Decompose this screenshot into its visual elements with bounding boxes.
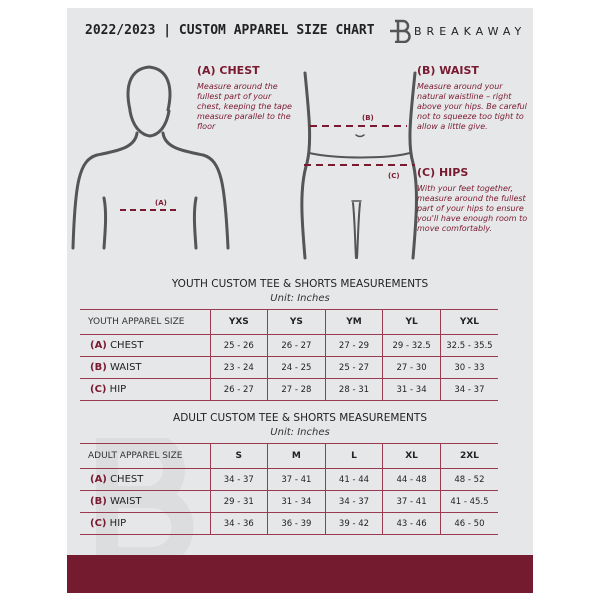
table-cell: 27 - 28 [267, 378, 326, 401]
table-row: (B) WAIST 23 - 24 24 - 25 25 - 27 27 - 30 30… [80, 356, 498, 379]
table-cell: 24 - 25 [267, 356, 326, 379]
youth-table-title: YOUTH CUSTOM TEE & SHORTS MEASUREMENTS [171, 278, 429, 290]
table-cell: 31 - 34 [382, 378, 441, 401]
size-header: M [267, 443, 326, 469]
hips-description: With your feet together, measure around … [417, 184, 528, 233]
brand-name: BREAKAWAY [414, 25, 527, 38]
header-label: ADULT APPAREL SIZE [80, 443, 210, 469]
chest-marker: (A) [155, 199, 167, 207]
adult-size-table: ADULT APPAREL SIZE S M L XL 2XL (A) CHEST 34… [80, 443, 498, 535]
table-cell: 48 - 52 [439, 468, 498, 491]
table-cell: 44 - 48 [382, 468, 441, 491]
size-header: YXS [209, 309, 268, 335]
table-cell: 26 - 27 [209, 378, 268, 401]
table-cell: 25 - 27 [324, 356, 383, 379]
hip-marker: (C) [388, 172, 400, 180]
row-label: (C) HIP [80, 378, 210, 401]
table-cell: 27 - 29 [324, 334, 383, 357]
table-cell: 34 - 37 [324, 490, 383, 513]
table-cell: 25 - 26 [209, 334, 268, 357]
size-header: YM [324, 309, 383, 335]
lower-body-icon [300, 71, 418, 260]
row-label: (A) CHEST [80, 334, 210, 357]
table-cell: 37 - 41 [267, 468, 326, 491]
size-header: S [209, 443, 268, 469]
table-cell: 39 - 42 [324, 512, 383, 535]
table-cell: 41 - 45.5 [439, 490, 498, 513]
table-cell: 28 - 31 [324, 378, 383, 401]
adult-table-title: ADULT CUSTOM TEE & SHORTS MEASUREMENTS [173, 412, 427, 424]
size-header: 2XL [439, 443, 498, 469]
page-title: 2022/2023 | CUSTOM APPAREL SIZE CHART [85, 23, 375, 38]
chest-heading: (A) CHEST [197, 64, 260, 77]
table-cell: 23 - 24 [209, 356, 268, 379]
size-header: L [324, 443, 383, 469]
waist-marker: (B) [362, 114, 374, 122]
row-label: (B) WAIST [80, 490, 210, 513]
table-header-row: YOUTH APPAREL SIZE YXS YS YM YL YXL [80, 309, 498, 335]
youth-size-table: YOUTH APPAREL SIZE YXS YS YM YL YXL (A) CHES… [80, 309, 498, 401]
size-header: YS [267, 309, 326, 335]
row-label: (A) CHEST [80, 468, 210, 491]
table-cell: 29 - 31 [209, 490, 268, 513]
size-header: YL [382, 309, 441, 335]
table-cell: 29 - 32.5 [382, 334, 441, 357]
table-row: (B) WAIST 29 - 31 31 - 34 34 - 37 37 - 41 41… [80, 490, 498, 513]
chest-description: Measure around the fullest part of your … [197, 82, 292, 131]
adult-unit: Unit: Inches [270, 427, 330, 438]
table-cell: 31 - 34 [267, 490, 326, 513]
size-header: XL [382, 443, 441, 469]
table-cell: 41 - 44 [324, 468, 383, 491]
row-label: (B) WAIST [80, 356, 210, 379]
table-cell: 37 - 41 [382, 490, 441, 513]
table-cell: 27 - 30 [382, 356, 441, 379]
table-cell: 43 - 46 [382, 512, 441, 535]
size-chart-panel: 2022/2023 | CUSTOM APPAREL SIZE CHART BR… [67, 8, 533, 593]
table-cell: 36 - 39 [267, 512, 326, 535]
youth-unit: Unit: Inches [270, 293, 330, 304]
size-header: YXL [439, 309, 498, 335]
hips-heading: (C) HIPS [417, 166, 469, 179]
table-cell: 34 - 37 [209, 468, 268, 491]
table-cell: 34 - 36 [209, 512, 268, 535]
table-cell: 30 - 33 [439, 356, 498, 379]
footer-bar [67, 555, 533, 593]
table-cell: 32.5 - 35.5 [439, 334, 498, 357]
table-row: (C) HIP 34 - 36 36 - 39 39 - 42 43 - 46 46 -… [80, 512, 498, 535]
upper-body-icon [71, 65, 230, 250]
breakaway-logo-icon [390, 19, 411, 43]
table-header-row: ADULT APPAREL SIZE S M L XL 2XL [80, 443, 498, 469]
table-cell: 26 - 27 [267, 334, 326, 357]
header-label: YOUTH APPAREL SIZE [80, 309, 210, 335]
table-row: (A) CHEST 25 - 26 26 - 27 27 - 29 29 - 32.5… [80, 334, 498, 357]
table-cell: 34 - 37 [439, 378, 498, 401]
table-cell: 46 - 50 [439, 512, 498, 535]
table-row: (A) CHEST 34 - 37 37 - 41 41 - 44 44 - 48 48… [80, 468, 498, 491]
table-row: (C) HIP 26 - 27 27 - 28 28 - 31 31 - 34 34 -… [80, 378, 498, 401]
waist-description: Measure around your natural waistline – … [417, 82, 527, 131]
waist-heading: (B) WAIST [417, 64, 479, 77]
body-figures [71, 65, 418, 260]
row-label: (C) HIP [80, 512, 210, 535]
